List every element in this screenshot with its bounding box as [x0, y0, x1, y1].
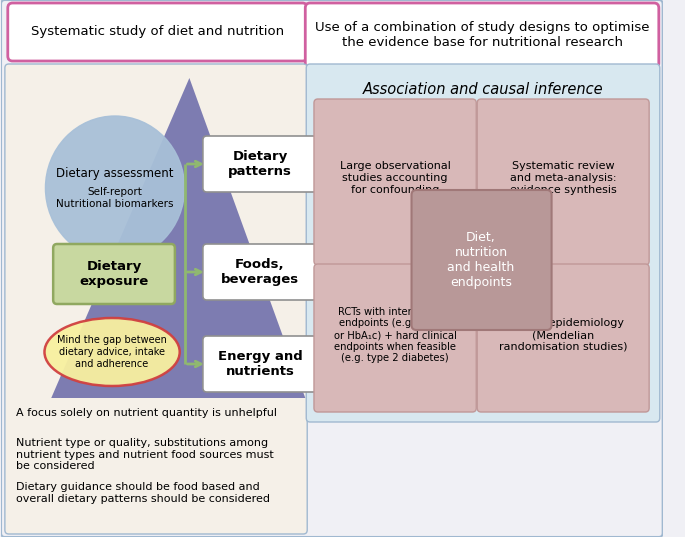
Text: Use of a combination of study designs to optimise
the evidence base for nutritio: Use of a combination of study designs to…	[315, 21, 649, 49]
FancyBboxPatch shape	[477, 99, 649, 265]
Text: Systematic study of diet and nutrition: Systematic study of diet and nutrition	[31, 25, 284, 39]
FancyBboxPatch shape	[314, 264, 476, 412]
FancyBboxPatch shape	[306, 64, 660, 422]
Text: Large observational
studies accounting
for confounding: Large observational studies accounting f…	[340, 162, 451, 194]
FancyBboxPatch shape	[306, 3, 659, 68]
Text: Dietary
patterns: Dietary patterns	[228, 150, 292, 178]
Text: Dietary guidance should be food based and
overall dietary patterns should be con: Dietary guidance should be food based an…	[16, 482, 269, 504]
Text: Self-report
Nutritional biomarkers: Self-report Nutritional biomarkers	[56, 187, 174, 209]
Text: Dietary assessment: Dietary assessment	[56, 166, 174, 179]
Polygon shape	[51, 78, 306, 398]
Text: Genetic epidemiology
(Mendelian
randomisation studies): Genetic epidemiology (Mendelian randomis…	[499, 318, 627, 352]
FancyBboxPatch shape	[314, 99, 476, 265]
FancyBboxPatch shape	[477, 264, 649, 412]
FancyBboxPatch shape	[8, 3, 307, 61]
Text: Systematic review
and meta-analysis:
evidence synthesis: Systematic review and meta-analysis: evi…	[510, 162, 616, 194]
Text: RCTs with intermediate
endpoints (e.g. weight
or HbA₁ᴄ) + hard clinical
endpoint: RCTs with intermediate endpoints (e.g. w…	[334, 307, 456, 363]
Text: Foods,
beverages: Foods, beverages	[221, 258, 299, 286]
Ellipse shape	[45, 318, 179, 386]
Text: A focus solely on nutrient quantity is unhelpful: A focus solely on nutrient quantity is u…	[16, 408, 277, 418]
FancyBboxPatch shape	[1, 0, 662, 537]
FancyBboxPatch shape	[5, 64, 307, 534]
FancyBboxPatch shape	[203, 136, 317, 192]
Text: Energy and
nutrients: Energy and nutrients	[218, 350, 302, 378]
Text: Mind the gap between
dietary advice, intake
and adherence: Mind the gap between dietary advice, int…	[57, 336, 167, 368]
Text: Association and causal inference: Association and causal inference	[362, 83, 603, 98]
FancyBboxPatch shape	[203, 244, 317, 300]
FancyBboxPatch shape	[412, 190, 551, 330]
Circle shape	[45, 116, 184, 260]
FancyBboxPatch shape	[203, 336, 317, 392]
Text: Nutrient type or quality, substitutions among
nutrient types and nutrient food s: Nutrient type or quality, substitutions …	[16, 438, 273, 471]
Text: Dietary
exposure: Dietary exposure	[79, 260, 149, 288]
FancyBboxPatch shape	[53, 244, 175, 304]
Text: Diet,
nutrition
and health
endpoints: Diet, nutrition and health endpoints	[447, 231, 514, 289]
